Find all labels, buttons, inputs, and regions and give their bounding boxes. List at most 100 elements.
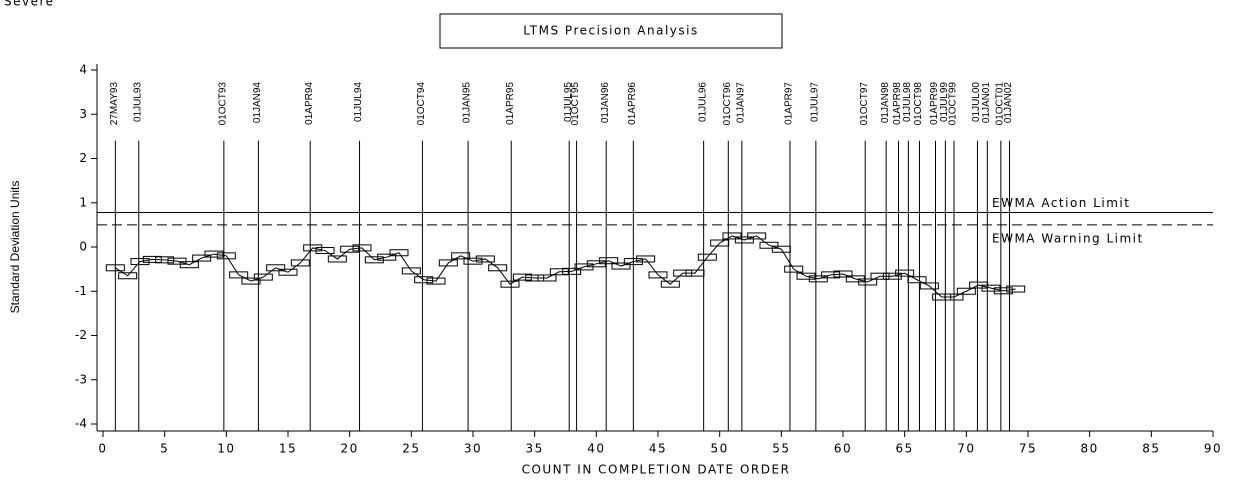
reference-label: 01JAN98: [880, 82, 891, 124]
x-tick-label: 70: [957, 442, 975, 456]
reference-label: 01APR99: [929, 82, 940, 125]
y-axis-label: Standard Deviation Units: [8, 181, 22, 314]
point-marker: [537, 274, 557, 282]
x-tick-label: 5: [160, 442, 169, 456]
point-marker: [204, 250, 224, 258]
point-marker: [562, 267, 582, 275]
y-tick-label: -2: [75, 328, 87, 342]
point-marker: [130, 258, 150, 266]
point-marker: [451, 252, 471, 260]
x-tick-label: 15: [279, 442, 297, 456]
point-marker: [179, 261, 199, 269]
point-marker: [463, 257, 483, 265]
point-marker: [475, 255, 495, 263]
reference-label: 01APR96: [627, 82, 638, 125]
point-marker: [192, 254, 212, 262]
reference-label: 01JAN94: [252, 82, 263, 124]
point-marker: [821, 271, 841, 279]
point-marker: [993, 287, 1013, 295]
point-marker: [315, 247, 335, 255]
reference-label: 01APR94: [304, 82, 315, 125]
point-marker: [500, 280, 520, 288]
point-marker: [648, 271, 668, 279]
reference-label: 01JUL98: [902, 82, 913, 122]
x-tick-label: 20: [341, 442, 359, 456]
y-tick-label: 1: [79, 195, 87, 209]
x-tick-label: 60: [834, 442, 852, 456]
x-tick-label: 0: [98, 442, 107, 456]
point-marker: [858, 278, 878, 286]
point-marker: [673, 269, 693, 277]
x-tick-label: 35: [526, 442, 544, 456]
reference-label: 01JAN02: [1003, 82, 1014, 124]
y-tick-label: 3: [79, 107, 87, 121]
point-marker: [870, 272, 890, 280]
point-marker: [944, 293, 964, 301]
point-marker: [278, 268, 298, 276]
x-tick-label: 65: [896, 442, 914, 456]
x-tick-label: 10: [217, 442, 235, 456]
point-marker: [895, 269, 915, 277]
point-marker: [105, 264, 125, 272]
point-marker: [241, 277, 261, 285]
reference-label: 01APR98: [892, 82, 903, 125]
point-marker: [907, 276, 927, 284]
y-tick-label: 4: [79, 63, 87, 77]
reference-label: 01JUL97: [810, 82, 821, 122]
point-marker: [142, 255, 162, 263]
x-tick-label: 45: [649, 442, 667, 456]
point-marker: [401, 267, 421, 275]
point-marker: [389, 249, 409, 257]
x-tick-label: 80: [1081, 442, 1099, 456]
reference-label: 01OCT98: [913, 82, 924, 126]
x-tick-label: 25: [402, 442, 420, 456]
x-tick-label: 85: [1142, 442, 1160, 456]
y-tick-label: 2: [79, 151, 87, 165]
x-axis-label: COUNT IN COMPLETION DATE ORDER: [522, 463, 791, 477]
point-marker: [784, 265, 804, 273]
point-marker: [414, 276, 434, 284]
x-tick-label: 30: [464, 442, 482, 456]
point-marker: [722, 232, 742, 240]
reference-label: 01JAN01: [981, 82, 992, 124]
point-marker: [660, 280, 680, 288]
point-marker: [771, 245, 791, 253]
point-marker: [833, 270, 853, 278]
reference-label: 01OCT99: [948, 82, 959, 126]
point-marker: [611, 262, 631, 270]
point-marker: [685, 269, 705, 277]
y-tick-label: -1: [75, 284, 87, 298]
point-marker: [118, 272, 138, 280]
point-marker: [919, 282, 939, 290]
limit-label: EWMA Action Limit: [992, 196, 1130, 210]
x-tick-label: 90: [1204, 442, 1222, 456]
point-marker: [759, 241, 779, 249]
point-marker: [290, 259, 310, 267]
point-marker: [438, 259, 458, 267]
x-tick-label: 40: [587, 442, 605, 456]
reference-label: 01OCT97: [859, 82, 870, 126]
point-marker: [512, 273, 532, 281]
x-tick-label: 55: [772, 442, 790, 456]
reference-label: 01JUL94: [353, 82, 364, 122]
point-marker: [710, 239, 730, 247]
point-marker: [549, 268, 569, 276]
y-tick-label: -4: [75, 417, 87, 431]
reference-label: 01OCT93: [218, 82, 229, 126]
y-tick-label: -3: [75, 372, 87, 386]
point-marker: [488, 264, 508, 272]
point-marker: [956, 287, 976, 295]
reference-label: 01JAN97: [736, 82, 747, 124]
x-tick-label: 75: [1019, 442, 1037, 456]
reference-label: 01OCT01: [995, 82, 1006, 126]
series-line: [115, 235, 1016, 298]
reference-label: 01OCT94: [416, 82, 427, 126]
point-marker: [229, 271, 249, 279]
reference-label: 01JUL99: [939, 82, 950, 122]
corner-text: Severe: [4, 0, 55, 9]
chart-title: LTMS Precision Analysis: [523, 24, 698, 38]
reference-label: 01JUL96: [697, 82, 708, 122]
point-marker: [352, 244, 372, 252]
reference-label: 01JUL95: [563, 82, 574, 122]
reference-label: 01OCT95: [570, 82, 581, 126]
